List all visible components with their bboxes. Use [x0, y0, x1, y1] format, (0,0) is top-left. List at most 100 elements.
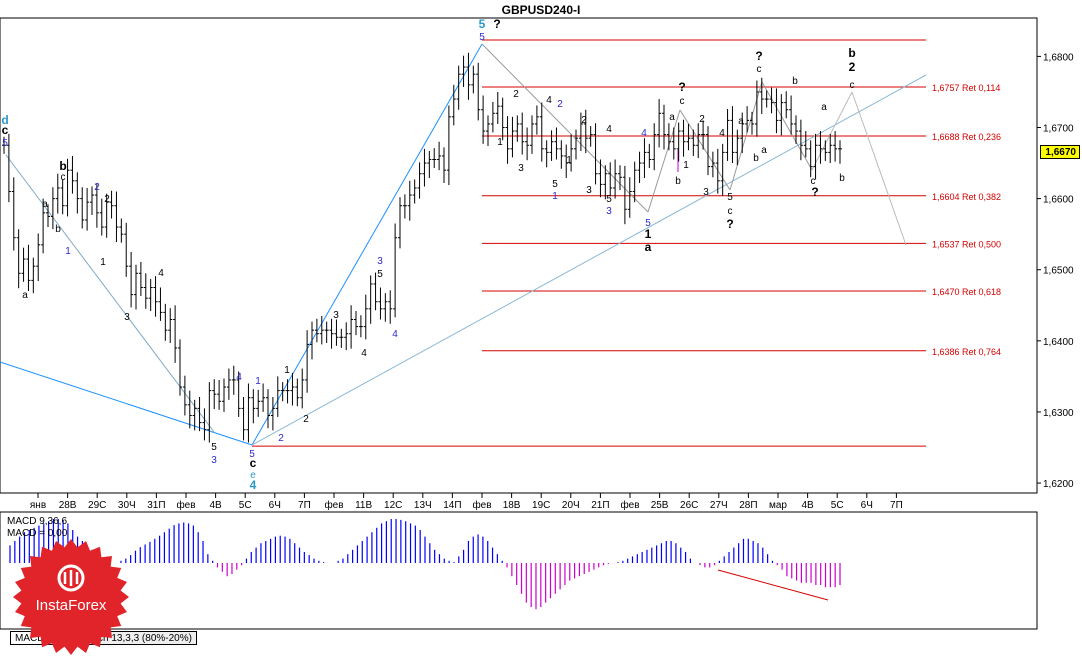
fib-level-label: 1,6537 Ret 0,500: [932, 239, 1001, 249]
wave-label: ?: [678, 80, 685, 94]
y-tick-label: 1,6600: [1043, 195, 1074, 206]
wave-label: 3: [333, 310, 339, 321]
wave-label: ?: [493, 17, 500, 31]
wave-label: 1: [284, 365, 290, 376]
x-tick-label: 30Ч: [118, 500, 136, 511]
wave-label: b: [675, 176, 681, 187]
wave-label: 2: [94, 182, 100, 193]
wave-line: [761, 81, 813, 171]
wave-label: 2: [581, 115, 587, 126]
wave-label: a: [42, 199, 48, 210]
wave-label: b: [55, 224, 61, 235]
x-tick-label: 13Ч: [414, 500, 432, 511]
wave-label: a: [761, 145, 767, 156]
fib-level-label: 1,6688 Ret 0,236: [932, 132, 1001, 142]
x-tick-label: 27Ч: [710, 500, 728, 511]
wave-label: b: [59, 159, 66, 173]
wave-label: 1: [683, 160, 689, 171]
x-tick-label: 28В: [59, 500, 77, 511]
wave-line: [679, 109, 731, 191]
x-tick-label: 11В: [355, 500, 372, 511]
wave-label: c: [61, 172, 66, 183]
wave-label: 3: [606, 206, 612, 217]
x-tick-label: 20Ч: [562, 500, 580, 511]
x-tick-label: 6Ч: [269, 500, 281, 511]
wave-label: 2: [303, 414, 309, 425]
wave-label: c: [680, 96, 685, 107]
y-tick-label: 1,6800: [1043, 52, 1074, 63]
plot-frame: [0, 17, 1038, 494]
x-tick-label: 28П: [739, 500, 757, 511]
wave-label: 1: [566, 155, 572, 166]
wave-label: 5: [479, 17, 486, 31]
wave-line: [5, 154, 215, 433]
wave-label: 2: [104, 194, 110, 205]
wave-label: 5: [377, 269, 383, 280]
trend-channel-line: [251, 74, 927, 446]
wave-label: c: [250, 456, 257, 470]
macd-title: MACD 9,36,6: [7, 516, 68, 527]
wave-line: [647, 109, 681, 213]
x-tick-label: 19С: [532, 500, 550, 511]
y-tick-label: 1,6300: [1043, 408, 1074, 419]
wave-label: 4: [719, 128, 725, 139]
wave-line: [851, 91, 907, 246]
fib-level-label: 1,6604 Ret 0,382: [932, 192, 1001, 202]
svg-text:InstaForex: InstaForex: [36, 597, 107, 614]
wave-label: 4: [250, 478, 257, 492]
wave-label: 4: [158, 268, 164, 279]
x-tick-label: 4В: [801, 500, 814, 511]
wave-label: ?: [811, 185, 818, 199]
x-tick-label: 6Ч: [861, 500, 873, 511]
wave-label: e: [250, 470, 256, 481]
wave-label: 3: [124, 312, 130, 323]
wave-label: 2: [557, 99, 563, 110]
wave-label: 1: [497, 137, 503, 148]
wave-label: 2: [278, 433, 284, 444]
wave-label: 5: [2, 138, 8, 149]
wave-label: 5: [249, 449, 255, 460]
wave-label: 4: [606, 124, 612, 135]
wave-line: [251, 43, 483, 446]
wave-label: a: [669, 112, 675, 123]
x-tick-label: 7П: [890, 500, 903, 511]
wave-label: 4: [236, 372, 242, 383]
wave-label: c: [2, 123, 9, 137]
wave-line: [811, 91, 853, 171]
wave-label: 1: [255, 376, 261, 387]
x-tick-label: фев: [324, 499, 343, 511]
x-tick-label: 25В: [651, 500, 669, 511]
wave-label: 3: [211, 455, 217, 466]
wave-label: 2: [513, 89, 519, 100]
wave-label: c: [728, 206, 733, 217]
wave-label: 2: [699, 114, 705, 125]
x-tick-label: фев: [176, 499, 195, 511]
current-price-label: 1,6670: [1040, 145, 1080, 159]
wave-label: 4: [361, 348, 367, 359]
x-tick-label: 31П: [147, 500, 165, 511]
wave-label: b: [792, 76, 798, 87]
wave-label: 1: [65, 246, 71, 257]
x-tick-label: 21П: [591, 500, 609, 511]
fib-level-label: 1,6757 Ret 0,114: [932, 83, 1000, 93]
wave-label: b: [839, 173, 845, 184]
x-tick-label: 12С: [384, 500, 402, 511]
wave-label: 5: [727, 192, 733, 203]
wave-label: 5: [552, 179, 558, 190]
wave-label: ?: [726, 217, 733, 231]
wave-label: c: [757, 64, 762, 75]
wave-label: 4: [392, 329, 398, 340]
macd-frame: [0, 511, 1038, 630]
wave-label: b: [848, 46, 855, 60]
wave-label: c: [850, 80, 855, 91]
wave-label: 1: [100, 257, 106, 268]
x-tick-label: фев: [620, 499, 639, 511]
fib-level-label: 1,6386 Ret 0,764: [932, 347, 1001, 357]
wave-label: a: [738, 116, 744, 127]
wave-label: a: [22, 290, 28, 301]
wave-label: 2: [849, 60, 856, 74]
wave-label: a: [821, 102, 827, 113]
x-tick-label: фев: [472, 499, 491, 511]
